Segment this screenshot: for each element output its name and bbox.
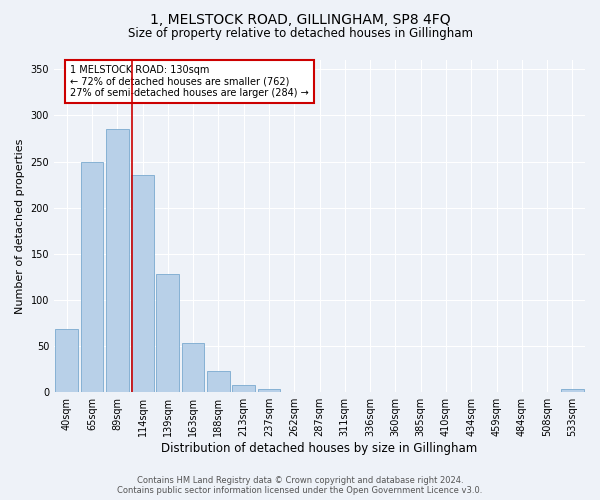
Bar: [55, 330, 78, 392]
Bar: [232, 385, 255, 392]
X-axis label: Distribution of detached houses by size in Gillingham: Distribution of detached houses by size …: [161, 442, 478, 455]
Bar: [182, 344, 205, 392]
Bar: [131, 176, 154, 392]
Bar: [157, 274, 179, 392]
Text: Size of property relative to detached houses in Gillingham: Size of property relative to detached ho…: [128, 28, 473, 40]
Y-axis label: Number of detached properties: Number of detached properties: [15, 138, 25, 314]
Bar: [257, 388, 280, 392]
Bar: [561, 390, 584, 392]
Text: 1, MELSTOCK ROAD, GILLINGHAM, SP8 4FQ: 1, MELSTOCK ROAD, GILLINGHAM, SP8 4FQ: [149, 12, 451, 26]
Bar: [106, 129, 128, 392]
Bar: [80, 162, 103, 392]
Text: 1 MELSTOCK ROAD: 130sqm
← 72% of detached houses are smaller (762)
27% of semi-d: 1 MELSTOCK ROAD: 130sqm ← 72% of detache…: [70, 65, 309, 98]
Text: Contains HM Land Registry data © Crown copyright and database right 2024.
Contai: Contains HM Land Registry data © Crown c…: [118, 476, 482, 495]
Bar: [207, 371, 230, 392]
